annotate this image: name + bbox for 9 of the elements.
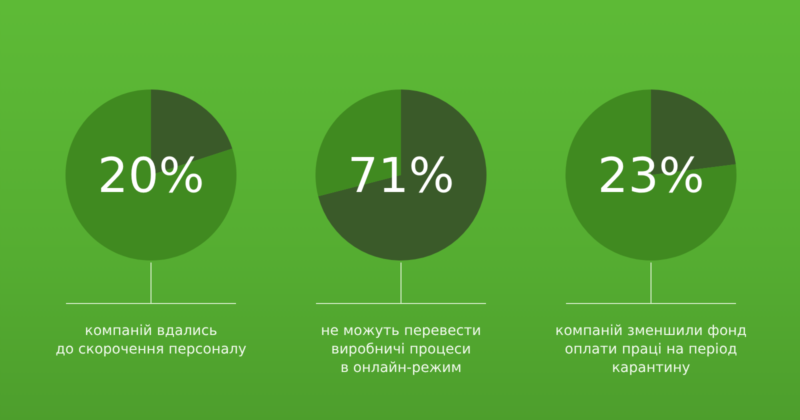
pie-slice <box>66 90 236 260</box>
pie-slice <box>318 90 486 260</box>
text: 71% <box>348 148 454 204</box>
text: 23% <box>598 148 704 204</box>
text: не можуть перевести виробничі процеси в онлайн-режим <box>320 323 482 376</box>
pie-slice <box>566 90 736 260</box>
text: 20% <box>98 148 204 204</box>
text: компаній вдались до скорочення персоналу <box>56 323 246 358</box>
text: компаній зменшили фонд оплати праці на період карантину <box>555 323 747 376</box>
